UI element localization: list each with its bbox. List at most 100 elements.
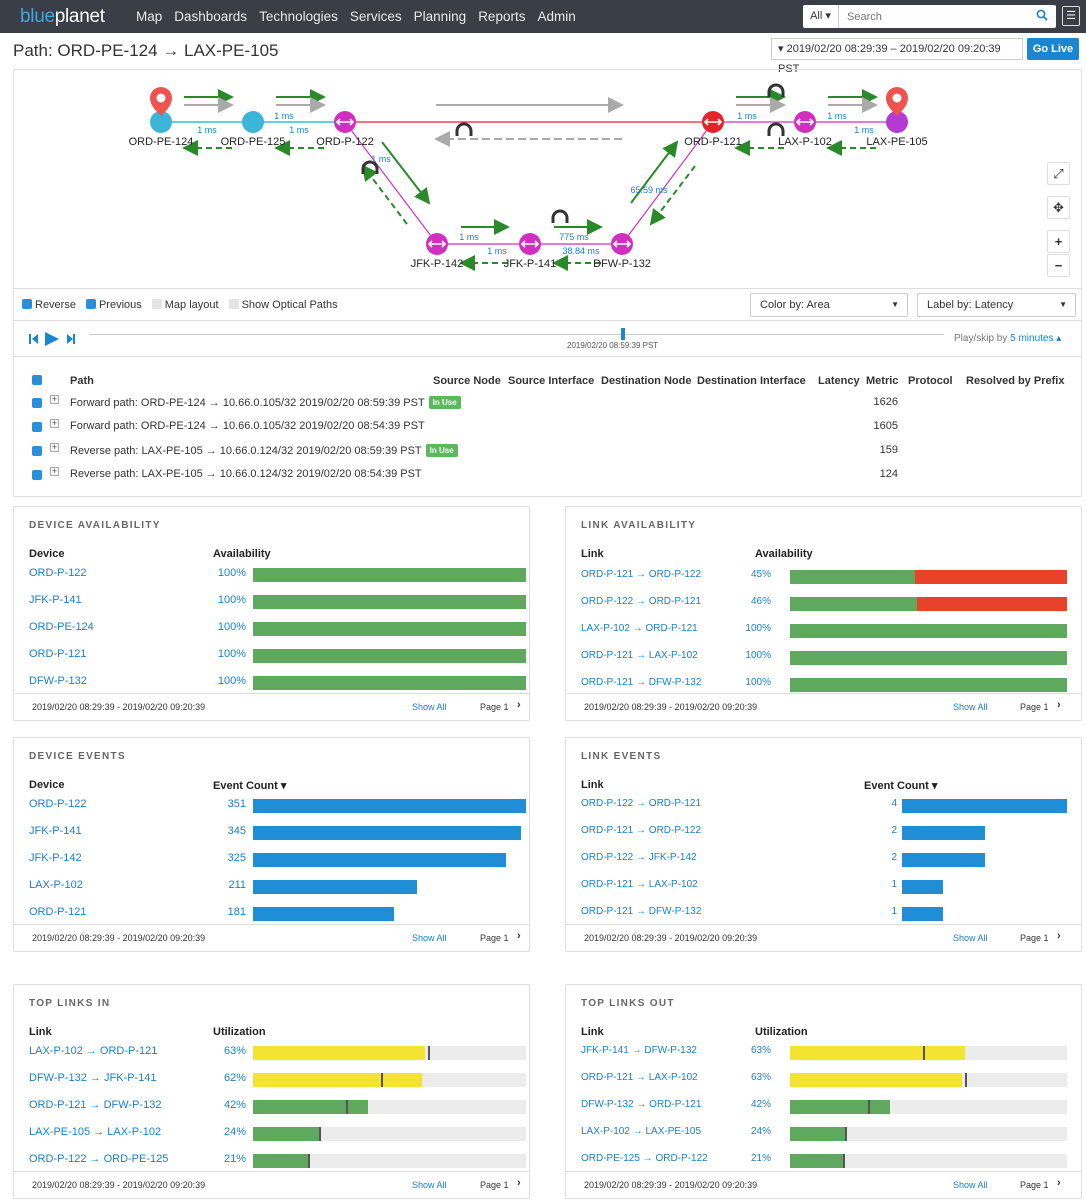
row-checkbox[interactable] bbox=[32, 470, 42, 480]
row-value: 325 bbox=[227, 852, 246, 864]
path-row[interactable]: + Reverse path: LAX-PE-105 → 10.66.0.124/… bbox=[14, 441, 1081, 461]
latency-label: 1 ms bbox=[459, 232, 479, 242]
show-all-link[interactable]: Show All bbox=[412, 933, 447, 943]
next-page-icon[interactable]: › bbox=[1057, 699, 1061, 711]
row-link[interactable]: ORD-P-121 → DFW-P-132 bbox=[29, 1099, 162, 1111]
nav-planning[interactable]: Planning bbox=[413, 9, 467, 24]
zoom-in-button[interactable]: + bbox=[1047, 230, 1070, 253]
expand-row-icon[interactable]: + bbox=[50, 418, 59, 428]
utilization-bar bbox=[253, 1127, 319, 1141]
panel-row: ORD-P-121 181 bbox=[14, 906, 529, 922]
row-link[interactable]: ORD-P-121 → LAX-P-102 bbox=[581, 1072, 698, 1083]
row-value: 211 bbox=[228, 879, 246, 891]
row-link[interactable]: ORD-PE-124 bbox=[29, 621, 94, 633]
row-link[interactable]: LAX-PE-105 → LAX-P-102 bbox=[29, 1126, 162, 1138]
row-link[interactable]: ORD-P-121 → LAX-P-102 bbox=[581, 879, 698, 890]
next-page-icon[interactable]: › bbox=[1057, 1177, 1061, 1189]
nav-technologies[interactable]: Technologies bbox=[259, 9, 338, 24]
row-link[interactable]: ORD-P-121 bbox=[29, 648, 87, 660]
time-range-picker[interactable]: ▾ 2019/02/20 08:29:39 – 2019/02/20 09:20… bbox=[771, 38, 1023, 75]
row-link[interactable]: ORD-PE-125 → ORD-P-122 bbox=[581, 1153, 708, 1164]
next-page-icon[interactable]: › bbox=[517, 699, 521, 711]
row-link[interactable]: ORD-P-121 → ORD-P-122 bbox=[581, 569, 702, 580]
path-row[interactable]: + Forward path: ORD-PE-124 → 10.66.0.105/… bbox=[14, 417, 1081, 437]
row-link[interactable]: LAX-P-102 → ORD-P-121 bbox=[581, 623, 698, 634]
expand-row-icon[interactable]: + bbox=[50, 466, 59, 476]
topology-map[interactable] bbox=[14, 70, 1081, 288]
next-page-icon[interactable]: › bbox=[1057, 930, 1061, 942]
page-indicator: Page 1 bbox=[1020, 702, 1049, 712]
center-icon[interactable]: ✥ bbox=[1047, 196, 1070, 219]
row-checkbox[interactable] bbox=[32, 446, 42, 456]
row-link[interactable]: ORD-P-121 → DFW-P-132 bbox=[581, 906, 702, 917]
timeline-track[interactable] bbox=[89, 334, 944, 335]
row-link[interactable]: JFK-P-141 bbox=[29, 825, 82, 837]
row-link[interactable]: ORD-P-122 → ORD-P-121 bbox=[581, 798, 702, 809]
next-page-icon[interactable]: › bbox=[517, 1177, 521, 1189]
row-link[interactable]: ORD-P-122 bbox=[29, 567, 87, 579]
nav-map[interactable]: Map bbox=[136, 9, 163, 24]
row-link[interactable]: ORD-P-122 → ORD-PE-125 bbox=[29, 1153, 169, 1165]
search-icon[interactable] bbox=[1036, 9, 1048, 21]
show-all-link[interactable]: Show All bbox=[412, 1180, 447, 1190]
nav-services[interactable]: Services bbox=[349, 9, 402, 24]
col-header[interactable]: Event Count ▾ bbox=[213, 780, 287, 792]
logo[interactable]: blueplanet bbox=[20, 6, 130, 28]
map-layout-label: Map layout bbox=[164, 298, 219, 311]
caret-down-icon: ▼ bbox=[1059, 300, 1067, 309]
row-link[interactable]: ORD-P-121 → DFW-P-132 bbox=[581, 677, 702, 688]
map-layout-checkbox[interactable]: Map layout bbox=[151, 298, 219, 311]
panel-row: LAX-P-102 → ORD-P-121 63% bbox=[14, 1045, 529, 1061]
row-link[interactable]: ORD-P-122 bbox=[29, 798, 87, 810]
search-scope-dropdown[interactable]: All ▾ bbox=[803, 5, 839, 28]
row-checkbox[interactable] bbox=[32, 398, 42, 408]
show-all-link[interactable]: Show All bbox=[412, 702, 447, 712]
row-value: 1 bbox=[891, 906, 897, 917]
row-link[interactable]: LAX-P-102 → ORD-P-121 bbox=[29, 1045, 158, 1057]
go-live-button[interactable]: Go Live bbox=[1027, 38, 1079, 60]
show-all-link[interactable]: Show All bbox=[953, 702, 988, 712]
rev-arrow bbox=[361, 164, 408, 225]
path-row[interactable]: + Reverse path: LAX-PE-105 → 10.66.0.124/… bbox=[14, 465, 1081, 485]
show-all-link[interactable]: Show All bbox=[953, 933, 988, 943]
previous-checkbox[interactable]: Previous bbox=[85, 298, 142, 311]
nav-reports[interactable]: Reports bbox=[478, 9, 526, 24]
row-link[interactable]: ORD-P-122 → ORD-P-121 bbox=[581, 596, 702, 607]
utilization-bar bbox=[253, 1073, 423, 1087]
row-link[interactable]: ORD-P-122 → JFK-P-142 bbox=[581, 852, 697, 863]
hamburger-icon[interactable]: ☰ bbox=[1062, 6, 1080, 26]
row-link[interactable]: JFK-P-141 → DFW-P-132 bbox=[581, 1045, 697, 1056]
playback-bar: 2019/02/20 08:59:39 PST Play/skip by 5 m… bbox=[14, 320, 1081, 356]
expand-row-icon[interactable]: + bbox=[50, 442, 59, 452]
row-link[interactable]: DFW-P-132 → ORD-P-121 bbox=[581, 1099, 702, 1110]
reverse-checkbox[interactable]: Reverse bbox=[22, 298, 76, 311]
row-link[interactable]: ORD-P-121 → LAX-P-102 bbox=[581, 650, 698, 661]
next-page-icon[interactable]: › bbox=[517, 930, 521, 942]
row-link[interactable]: DFW-P-132 → JFK-P-141 bbox=[29, 1072, 157, 1084]
label-by-select[interactable]: Label by: Latency ▼ bbox=[917, 293, 1076, 317]
event-bar bbox=[902, 799, 1067, 813]
show-all-link[interactable]: Show All bbox=[953, 1180, 988, 1190]
row-link[interactable]: ORD-P-121 → ORD-P-122 bbox=[581, 825, 702, 836]
row-link[interactable]: LAX-P-102 bbox=[29, 879, 83, 891]
zoom-out-button[interactable]: − bbox=[1047, 254, 1070, 277]
row-link[interactable]: LAX-P-102 → LAX-PE-105 bbox=[581, 1126, 702, 1137]
row-link[interactable]: JFK-P-142 bbox=[29, 852, 82, 864]
timeline-handle[interactable] bbox=[621, 328, 625, 340]
row-checkbox[interactable] bbox=[32, 422, 42, 432]
select-all-checkbox[interactable] bbox=[32, 375, 42, 385]
optical-paths-checkbox[interactable]: Show Optical Paths bbox=[228, 298, 338, 311]
row-link[interactable]: ORD-P-121 bbox=[29, 906, 87, 918]
col-header[interactable]: Event Count ▾ bbox=[864, 780, 938, 792]
search-input[interactable] bbox=[839, 10, 1019, 23]
expand-icon[interactable]: ⤢ bbox=[1047, 162, 1070, 185]
row-link[interactable]: DFW-P-132 bbox=[29, 675, 87, 687]
path-row[interactable]: + Forward path: ORD-PE-124 → 10.66.0.105/… bbox=[14, 393, 1081, 413]
nav-dashboards[interactable]: Dashboards bbox=[174, 9, 248, 24]
row-link[interactable]: JFK-P-141 bbox=[29, 594, 82, 606]
skip-value[interactable]: 5 minutes ▴ bbox=[1010, 333, 1062, 344]
expand-row-icon[interactable]: + bbox=[50, 394, 59, 404]
nav-admin[interactable]: Admin bbox=[537, 9, 576, 24]
color-by-select[interactable]: Color by: Area ▼ bbox=[750, 293, 908, 317]
row-value: 351 bbox=[227, 798, 246, 810]
